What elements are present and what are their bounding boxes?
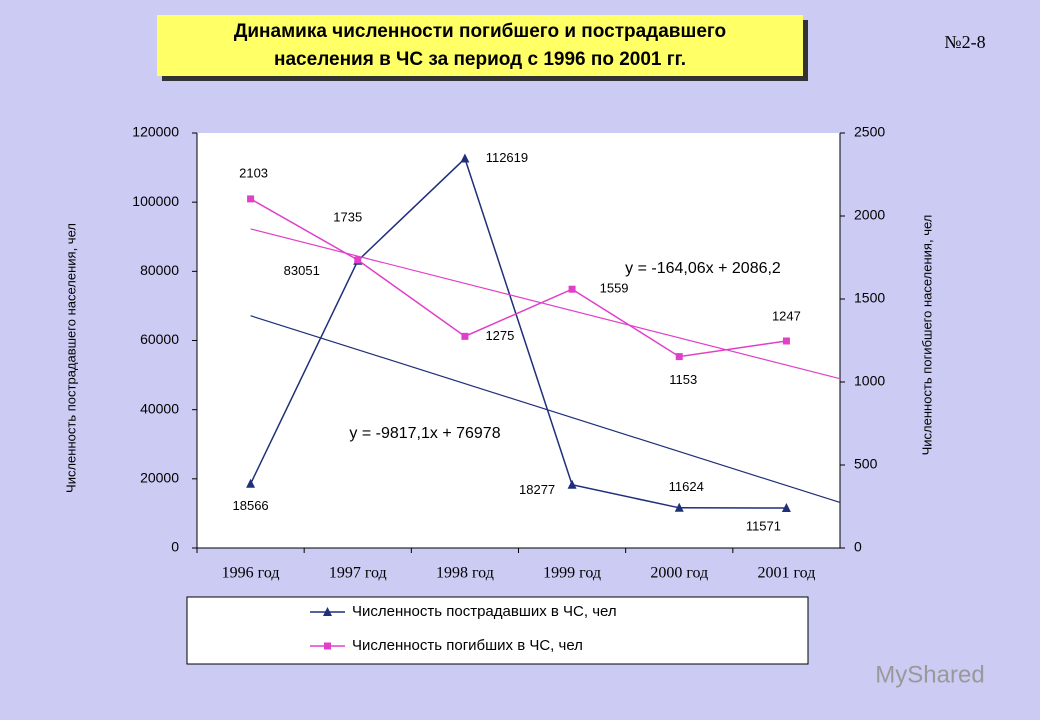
y2-tick-label: 0 [854,539,862,555]
x-tick-label: 1996 год [222,565,280,582]
title-box [157,15,803,76]
trendline-label: y = -164,06x + 2086,2 [625,260,781,277]
marker [782,337,790,345]
data-label: 1735 [333,209,362,224]
marker [246,478,256,488]
marker [460,153,470,163]
chart-title: населения в ЧС за период с 1996 по 2001 … [274,49,686,70]
x-tick-label: 1998 год [436,565,494,582]
data-label: 1153 [669,372,697,387]
marker [674,502,684,512]
marker [781,502,791,512]
marker [675,353,683,361]
y-tick-label: 40000 [140,400,179,416]
y2-tick-label: 1000 [854,373,885,389]
x-tick-label: 1997 год [329,565,387,582]
data-label: 1559 [600,281,629,296]
chart-title: Динамика численности погибшего и пострад… [234,21,726,42]
data-label: 112619 [486,150,528,165]
legend-marker [323,607,332,616]
x-tick-label: 2000 год [650,565,708,582]
trendline-label: y = -9817,1x + 76978 [349,425,500,442]
legend-label: Численность погибших в ЧС, чел [352,637,583,654]
marker [354,256,362,264]
data-label: 11624 [669,479,704,494]
trendline [250,315,841,504]
data-label: 2103 [239,165,268,180]
data-label: 11571 [746,518,781,533]
y2-tick-label: 2500 [854,124,885,140]
x-tick-label: 1999 год [543,565,601,582]
y-tick-label: 120000 [132,124,179,140]
marker [247,195,255,203]
slide-number: №2-8 [944,32,985,52]
y-tick-label: 20000 [140,470,179,486]
plot-area [197,133,840,548]
data-label: 1247 [772,308,801,323]
y2-tick-label: 500 [854,456,878,472]
legend-label: Численность пострадавших в ЧС, чел [352,603,617,620]
series-line [249,157,787,509]
y-axis-label: Численность пострадавшего населения, чел [63,223,78,493]
y-tick-label: 0 [171,539,179,555]
legend-marker [324,642,331,650]
data-label: 18277 [519,482,555,497]
data-label: 1275 [485,328,514,343]
x-tick-label: 2001 год [757,565,815,582]
data-label: 18566 [233,498,269,513]
y2-tick-label: 2000 [854,207,885,223]
series-line [250,198,787,358]
y-tick-label: 100000 [132,193,179,209]
legend [186,596,809,665]
marker [567,479,577,489]
y2-axis-label: Численность погибшего населения, чел [919,215,934,456]
trendline [250,228,841,380]
marker [461,332,469,340]
y-tick-label: 60000 [140,331,179,347]
y-tick-label: 80000 [140,262,179,278]
watermark: MyShared [875,661,984,688]
marker [568,285,576,293]
data-label: 83051 [284,263,320,278]
y2-tick-label: 1500 [854,290,885,306]
